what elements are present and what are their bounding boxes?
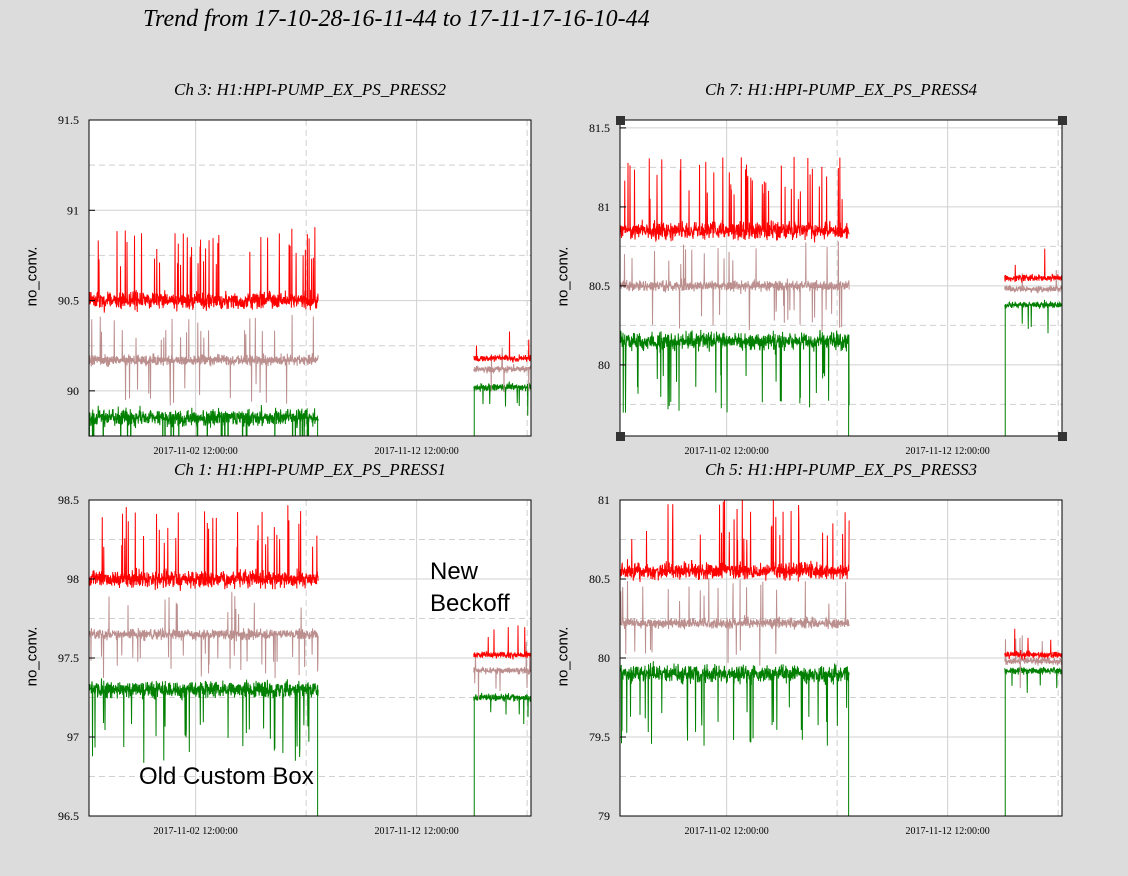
- ytick-label: 97.5: [58, 651, 79, 665]
- panel-title-ch3: Ch 3: H1:HPI-PUMP_EX_PS_PRESS2: [174, 80, 446, 99]
- plot-panel-2: 96.5 97 97.5 98 98.5 2017-11-02 12:00:00 2017-…: [58, 493, 532, 837]
- series-max-seg0: [620, 156, 850, 243]
- plot-frame: [619, 119, 1063, 437]
- series-min-seg1: [473, 692, 531, 724]
- plot-panel-1: 80 80.5 81 81.5 2017-11-02 12:00:00 2017-11-1…: [589, 116, 1067, 457]
- xtick-label: 2017-11-02 12:00:00: [684, 446, 768, 457]
- series-min-seg1: [1004, 666, 1062, 693]
- series-max-seg1: [473, 331, 531, 363]
- series-mean-seg1: [1004, 635, 1062, 689]
- xtick-label: 2017-11-02 12:00:00: [153, 446, 237, 457]
- figure-title: Trend from 17-10-28-16-11-44 to 17-11-17…: [143, 6, 650, 32]
- ytick-label: 90.5: [58, 294, 79, 308]
- ytick-label: 79: [598, 809, 610, 823]
- series-mean-seg0: [620, 241, 850, 332]
- series-mean-seg1: [1004, 270, 1062, 294]
- ytick-label: 81.5: [589, 121, 610, 135]
- xtick-label: 2017-11-12 12:00:00: [374, 446, 458, 457]
- selection-handle: [616, 432, 625, 441]
- ytick-label: 79.5: [589, 730, 610, 744]
- selection-handle: [1058, 116, 1067, 125]
- ytick-label: 97: [67, 730, 79, 744]
- series-max-seg0: [620, 500, 850, 583]
- series-min-seg0: [89, 405, 319, 436]
- panel-title-ch1: Ch 1: H1:HPI-PUMP_EX_PS_PRESS1: [174, 460, 446, 479]
- ytick-label: 98.5: [58, 493, 79, 507]
- xtick-label: 2017-11-12 12:00:00: [374, 826, 458, 837]
- selection-handle: [616, 116, 625, 125]
- series-min-seg0: [89, 678, 319, 763]
- ytick-label: 81: [598, 493, 610, 507]
- xtick-label: 2017-11-02 12:00:00: [153, 826, 237, 837]
- plot-panel-3: 79 79.5 80 80.5 81 2017-11-02 12:00:00 2017-11…: [589, 493, 1063, 837]
- series-mean-seg0: [620, 577, 850, 666]
- ytick-label: 80.5: [589, 279, 610, 293]
- ytick-label: 96.5: [58, 809, 79, 823]
- xtick-label: 2017-11-02 12:00:00: [684, 826, 768, 837]
- series-mean-seg0: [89, 314, 319, 406]
- series-min-seg0: [620, 329, 850, 413]
- data-traces: [620, 156, 1062, 436]
- annotation-new-beckoff-text: New Beckoff: [430, 558, 510, 617]
- data-traces: [89, 227, 531, 436]
- data-traces: [620, 500, 1062, 816]
- ytick-label: 81: [598, 200, 610, 214]
- panel-title-ch5: Ch 5: H1:HPI-PUMP_EX_PS_PRESS3: [705, 460, 977, 479]
- series-max-seg1: [473, 625, 531, 660]
- series-min-seg1: [473, 381, 531, 416]
- ytick-label: 80: [598, 358, 610, 372]
- ytick-label: 80.5: [589, 572, 610, 586]
- series-max-seg1: [1004, 628, 1062, 661]
- selection-handle: [1058, 432, 1067, 441]
- annotation-old-custom-box: Old Custom Box: [139, 763, 314, 790]
- ytick-label: 98: [67, 572, 79, 586]
- ytick-label: 80: [598, 651, 610, 665]
- ytick-label: 91.5: [58, 113, 79, 127]
- plot-frame: [88, 119, 532, 437]
- plot-area: [620, 120, 1062, 436]
- series-mean-seg1: [473, 642, 531, 700]
- plot-area: [89, 120, 531, 436]
- series-min-seg0: [620, 661, 850, 746]
- series-mean-seg0: [89, 592, 319, 679]
- annotation-new-beckoff: New Beckoff: [430, 556, 510, 620]
- xtick-label: 2017-11-12 12:00:00: [905, 826, 989, 837]
- series-max-seg1: [1004, 248, 1062, 283]
- ytick-label: 91: [67, 203, 79, 217]
- xtick-label: 2017-11-12 12:00:00: [905, 446, 989, 457]
- series-max-seg0: [89, 505, 319, 591]
- plot-panel-0: 90 90.5 91 91.5 2017-11-02 12:00:00 2017-11-1…: [58, 113, 532, 457]
- series-max-seg0: [89, 227, 319, 313]
- panel-title-ch7: Ch 7: H1:HPI-PUMP_EX_PS_PRESS4: [705, 80, 977, 99]
- data-traces: [89, 505, 531, 816]
- series-min-seg1: [1004, 299, 1062, 334]
- ytick-label: 90: [67, 384, 79, 398]
